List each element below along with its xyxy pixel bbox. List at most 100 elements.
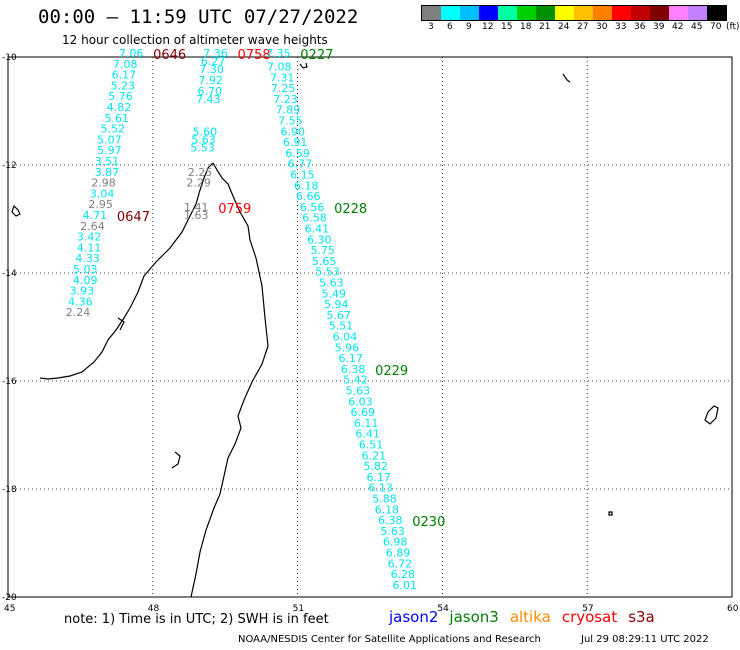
swh-value: 6.27 — [201, 55, 226, 68]
swh-value: 4.33 — [75, 252, 100, 265]
swh-value: 6.18 — [375, 503, 400, 516]
swh-value: 5.88 — [372, 493, 397, 506]
swh-value: 7.55 — [278, 115, 303, 128]
swh-value: 7.23 — [273, 93, 298, 106]
colorbar-swatch — [517, 6, 536, 20]
swh-value: 6.90 — [281, 125, 306, 138]
swh-value: 5.53 — [315, 266, 340, 279]
colorbar-swatch — [460, 6, 479, 20]
colorbar-swatch — [631, 6, 650, 20]
colorbar: 3 6 9 12 15 18 21 24 27 30 33 36 39 42 45 70 (ft) — [421, 5, 740, 39]
swh-value: 7.08 — [113, 58, 138, 71]
colorbar-swatch — [593, 6, 612, 20]
colorbar-label: 39 — [653, 22, 665, 32]
swh-value: 6.30 — [307, 233, 332, 246]
colorbar-label: 6 — [447, 22, 453, 32]
track-time-label: 0759 — [218, 202, 251, 217]
island-small-w — [171, 451, 181, 469]
swh-value: 4.71 — [83, 209, 108, 222]
track-0647: 4.712.643.424.114.335.034.093.934.362.24… — [66, 209, 150, 319]
lon-label: 60 — [727, 604, 739, 614]
track-time-label: 0758 — [238, 48, 271, 63]
swh-value: 3.93 — [70, 285, 95, 298]
swh-value: 5.63 — [346, 385, 371, 398]
lon-label: 57 — [582, 604, 593, 614]
island-reunion — [608, 511, 613, 516]
colorbar-swatch — [422, 6, 441, 20]
swh-value: 6.18 — [294, 179, 319, 192]
track-time-label: 0230 — [412, 515, 445, 530]
swh-value: 4.82 — [107, 101, 132, 114]
lat-label: -20 — [2, 593, 17, 603]
swh-value: 5.03 — [73, 263, 98, 276]
colorbar-swatch — [612, 6, 631, 20]
island-ne — [562, 73, 571, 83]
footer-credit: NOAA/NESDIS Center for Satellite Applica… — [238, 634, 541, 645]
comoros-island — [11, 204, 21, 217]
swh-value: 5.23 — [111, 79, 136, 92]
swh-value: 7.43 — [196, 93, 221, 106]
coastline — [11, 62, 719, 598]
swh-value: 6.66 — [296, 190, 321, 203]
swh-value: 5.94 — [324, 298, 349, 311]
swh-value: 2.24 — [66, 306, 91, 319]
swh-value: 7.31 — [270, 71, 295, 84]
swh-value: 7.06 — [119, 47, 144, 60]
swh-value: 5.07 — [97, 133, 122, 146]
swh-value: 2.98 — [91, 177, 116, 190]
swh-value: 5.42 — [343, 374, 368, 387]
lon-label: 51 — [293, 604, 304, 614]
swh-value: 6.51 — [359, 439, 384, 452]
swh-value: 6.41 — [355, 428, 380, 441]
lon-label: 54 — [437, 604, 449, 614]
swh-value: 6.17 — [366, 471, 391, 484]
swh-value: 7.89 — [276, 104, 301, 117]
lon-label: 48 — [148, 604, 160, 614]
swh-value: 6.38 — [341, 363, 366, 376]
track-0230: 6.385.636.986.896.726.286.01 0230 — [378, 514, 445, 592]
altimeter-tracks: 7.067.086.175.235.764.825.615.525.075.97… — [66, 47, 446, 592]
swh-value: 7.92 — [198, 74, 223, 87]
colorbar-label: 36 — [634, 22, 646, 32]
lat-label: -12 — [2, 161, 17, 171]
track-0228: 6.566.586.416.305.755.655.535.635.495.94… — [300, 201, 367, 365]
colorbar-label: 33 — [615, 22, 627, 32]
satellite-legend: jason2 jason3 altika cryosat s3a — [389, 608, 655, 626]
colorbar-swatches — [421, 5, 727, 21]
legend-s3a: s3a — [628, 608, 655, 626]
swh-value: 1.41 — [184, 201, 209, 214]
colorbar-label: 15 — [501, 22, 513, 32]
track-0758: 7.366.277.307.926.707.43 5.605.635.53 2.25… — [186, 47, 270, 190]
swh-value: 5.65 — [312, 255, 337, 268]
track-0759: 1.411.63 0759 — [184, 201, 251, 222]
island-east — [704, 405, 719, 425]
swh-value: 6.69 — [351, 406, 376, 419]
colorbar-label: 30 — [596, 22, 608, 32]
colorbar-swatch — [707, 6, 726, 20]
track-time-label: 0229 — [375, 364, 408, 379]
swh-value: 6.01 — [393, 579, 418, 592]
colorbar-swatch — [650, 6, 669, 20]
swh-value: 5.63 — [319, 277, 344, 290]
swh-value: 6.70 — [198, 85, 223, 98]
colorbar-label: 3 — [428, 22, 434, 32]
map-frame — [7, 56, 733, 598]
swh-value: 6.04 — [333, 331, 358, 344]
swh-value: 3.51 — [95, 155, 120, 168]
swh-value: 5.61 — [104, 112, 129, 125]
swh-value: 6.11 — [354, 417, 379, 430]
swh-value: 3.42 — [77, 231, 102, 244]
track-0646: 7.067.086.175.235.764.825.615.525.075.97… — [88, 47, 186, 211]
lon-label: 45 — [4, 604, 15, 614]
swh-value: 6.28 — [391, 568, 416, 581]
swh-value: 7.36 — [203, 47, 228, 60]
swh-value: 6.98 — [383, 536, 408, 549]
swh-value: 6.21 — [362, 449, 387, 462]
colorbar-swatch — [441, 6, 460, 20]
swh-value: 7.35 — [266, 47, 291, 60]
colorbar-label: 21 — [539, 22, 551, 32]
track-0229: 6.385.425.636.036.696.116.416.516.215.82… — [341, 363, 408, 516]
colorbar-label: 70 — [710, 22, 722, 32]
track-time-label: 0227 — [300, 48, 333, 63]
